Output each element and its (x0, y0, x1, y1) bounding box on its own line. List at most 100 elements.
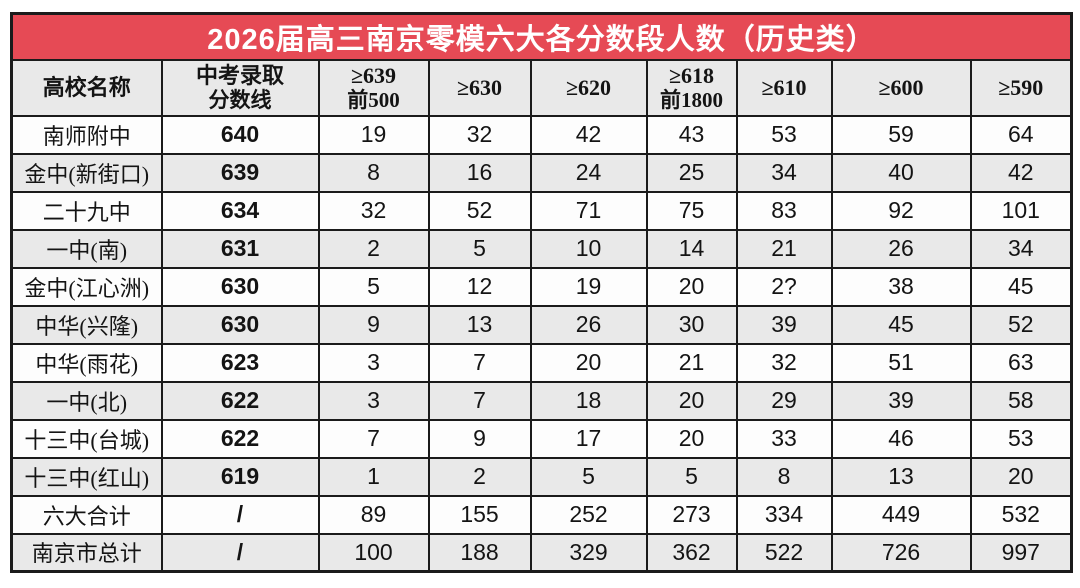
cutoff-score-cell: 630 (160, 266, 320, 307)
count-cell: 83 (735, 190, 833, 231)
count-cell: 101 (969, 190, 1073, 231)
school-name-cell: 金中(新街口) (10, 152, 163, 193)
count-cell: 13 (427, 304, 532, 345)
count-cell: 63 (969, 342, 1073, 383)
count-cell: 20 (645, 380, 738, 421)
count-cell: 997 (969, 532, 1073, 573)
cutoff-score-cell: 631 (160, 228, 320, 269)
count-cell: 30 (645, 304, 738, 345)
count-cell: 42 (969, 152, 1073, 193)
count-cell: 726 (830, 532, 972, 573)
count-cell: 362 (645, 532, 738, 573)
count-cell: 52 (427, 190, 532, 231)
count-cell: 7 (427, 342, 532, 383)
count-cell: 13 (830, 456, 972, 497)
table-row: 金中(江心洲) 630 5 12 19 20 2? 38 45 (10, 266, 1073, 307)
column-header: ≥618 前1800 (645, 58, 738, 117)
count-cell: 24 (529, 152, 648, 193)
school-name-cell: 二十九中 (10, 190, 163, 231)
count-cell: 5 (529, 456, 648, 497)
school-name-cell: 中华(兴隆) (10, 304, 163, 345)
cutoff-score-cell: 622 (160, 418, 320, 459)
count-cell: 33 (735, 418, 833, 459)
count-cell: 522 (735, 532, 833, 573)
count-cell: 9 (427, 418, 532, 459)
count-cell: 155 (427, 494, 532, 535)
table-row: 南师附中 640 19 32 42 43 53 59 64 (10, 114, 1073, 155)
count-cell: 43 (645, 114, 738, 155)
school-name-cell: 南京市总计 (10, 532, 163, 573)
count-cell: 273 (645, 494, 738, 535)
column-header: ≥590 (969, 58, 1073, 117)
school-name-cell: 南师附中 (10, 114, 163, 155)
column-header: ≥630 (427, 58, 532, 117)
count-cell: 19 (529, 266, 648, 307)
count-cell: 39 (735, 304, 833, 345)
count-cell: 188 (427, 532, 532, 573)
column-header: 高校名称 (10, 58, 163, 117)
count-cell: 2 (317, 228, 430, 269)
table-row: 十三中(红山) 619 1 2 5 5 8 13 20 (10, 456, 1073, 497)
table-row: 南京市总计/100 188 329 362 522 726 997 (10, 532, 1073, 573)
count-cell: 32 (427, 114, 532, 155)
count-cell: 19 (317, 114, 430, 155)
count-cell: 16 (427, 152, 532, 193)
count-cell: 100 (317, 532, 430, 573)
count-cell: 29 (735, 380, 833, 421)
count-cell: 252 (529, 494, 648, 535)
count-cell: 52 (969, 304, 1073, 345)
table-row: 金中(新街口) 639 8 16 24 25 34 40 42 (10, 152, 1073, 193)
count-cell: 20 (969, 456, 1073, 497)
count-cell: 58 (969, 380, 1073, 421)
school-name-cell: 六大合计 (10, 494, 163, 535)
count-cell: 334 (735, 494, 833, 535)
count-cell: 7 (427, 380, 532, 421)
school-name-cell: 十三中(台城) (10, 418, 163, 459)
count-cell: 8 (735, 456, 833, 497)
count-cell: 5 (645, 456, 738, 497)
count-cell: 51 (830, 342, 972, 383)
count-cell: 21 (735, 228, 833, 269)
school-name-cell: 十三中(红山) (10, 456, 163, 497)
cutoff-score-cell: / (160, 494, 320, 535)
count-cell: 34 (969, 228, 1073, 269)
count-cell: 26 (529, 304, 648, 345)
count-cell: 10 (529, 228, 648, 269)
count-cell: 39 (830, 380, 972, 421)
school-name-cell: 一中(北) (10, 380, 163, 421)
cutoff-score-cell: / (160, 532, 320, 573)
count-cell: 42 (529, 114, 648, 155)
cutoff-score-cell: 640 (160, 114, 320, 155)
count-cell: 34 (735, 152, 833, 193)
count-cell: 20 (645, 418, 738, 459)
column-header: ≥620 (529, 58, 648, 117)
count-cell: 53 (969, 418, 1073, 459)
table-body: 南师附中 640 19 32 42 43 53 59 64 金中(新街口) 639 8 16 24 25 34… (10, 114, 1073, 573)
count-cell: 45 (830, 304, 972, 345)
count-cell: 2? (735, 266, 833, 307)
table-row: 一中(南) 631 2 5 10 14 21 26 34 (10, 228, 1073, 269)
count-cell: 329 (529, 532, 648, 573)
count-cell: 9 (317, 304, 430, 345)
column-header: 中考录取 分数线 (160, 58, 320, 117)
count-cell: 45 (969, 266, 1073, 307)
count-cell: 25 (645, 152, 738, 193)
cutoff-score-cell: 623 (160, 342, 320, 383)
count-cell: 3 (317, 380, 430, 421)
table-row: 十三中(台城) 622 7 9 17 20 33 46 53 (10, 418, 1073, 459)
count-cell: 89 (317, 494, 430, 535)
count-cell: 8 (317, 152, 430, 193)
table-title: 2026届高三南京零模六大各分数段人数（历史类） (10, 12, 1073, 61)
count-cell: 46 (830, 418, 972, 459)
header-row: 高校名称 中考录取 分数线 ≥639 前500 ≥630 ≥620 ≥618 前1800 ≥610… (10, 58, 1073, 117)
score-table: 2026届高三南京零模六大各分数段人数（历史类） 高校名称 中考录取 分数线 ≥639… (10, 12, 1074, 573)
cutoff-score-cell: 630 (160, 304, 320, 345)
table-row: 二十九中 634 32 52 71 75 83 92 101 (10, 190, 1073, 231)
school-name-cell: 中华(雨花) (10, 342, 163, 383)
cutoff-score-cell: 619 (160, 456, 320, 497)
count-cell: 21 (645, 342, 738, 383)
count-cell: 71 (529, 190, 648, 231)
table-row: 中华(兴隆) 630 9 13 26 30 39 45 52 (10, 304, 1073, 345)
cutoff-score-cell: 639 (160, 152, 320, 193)
